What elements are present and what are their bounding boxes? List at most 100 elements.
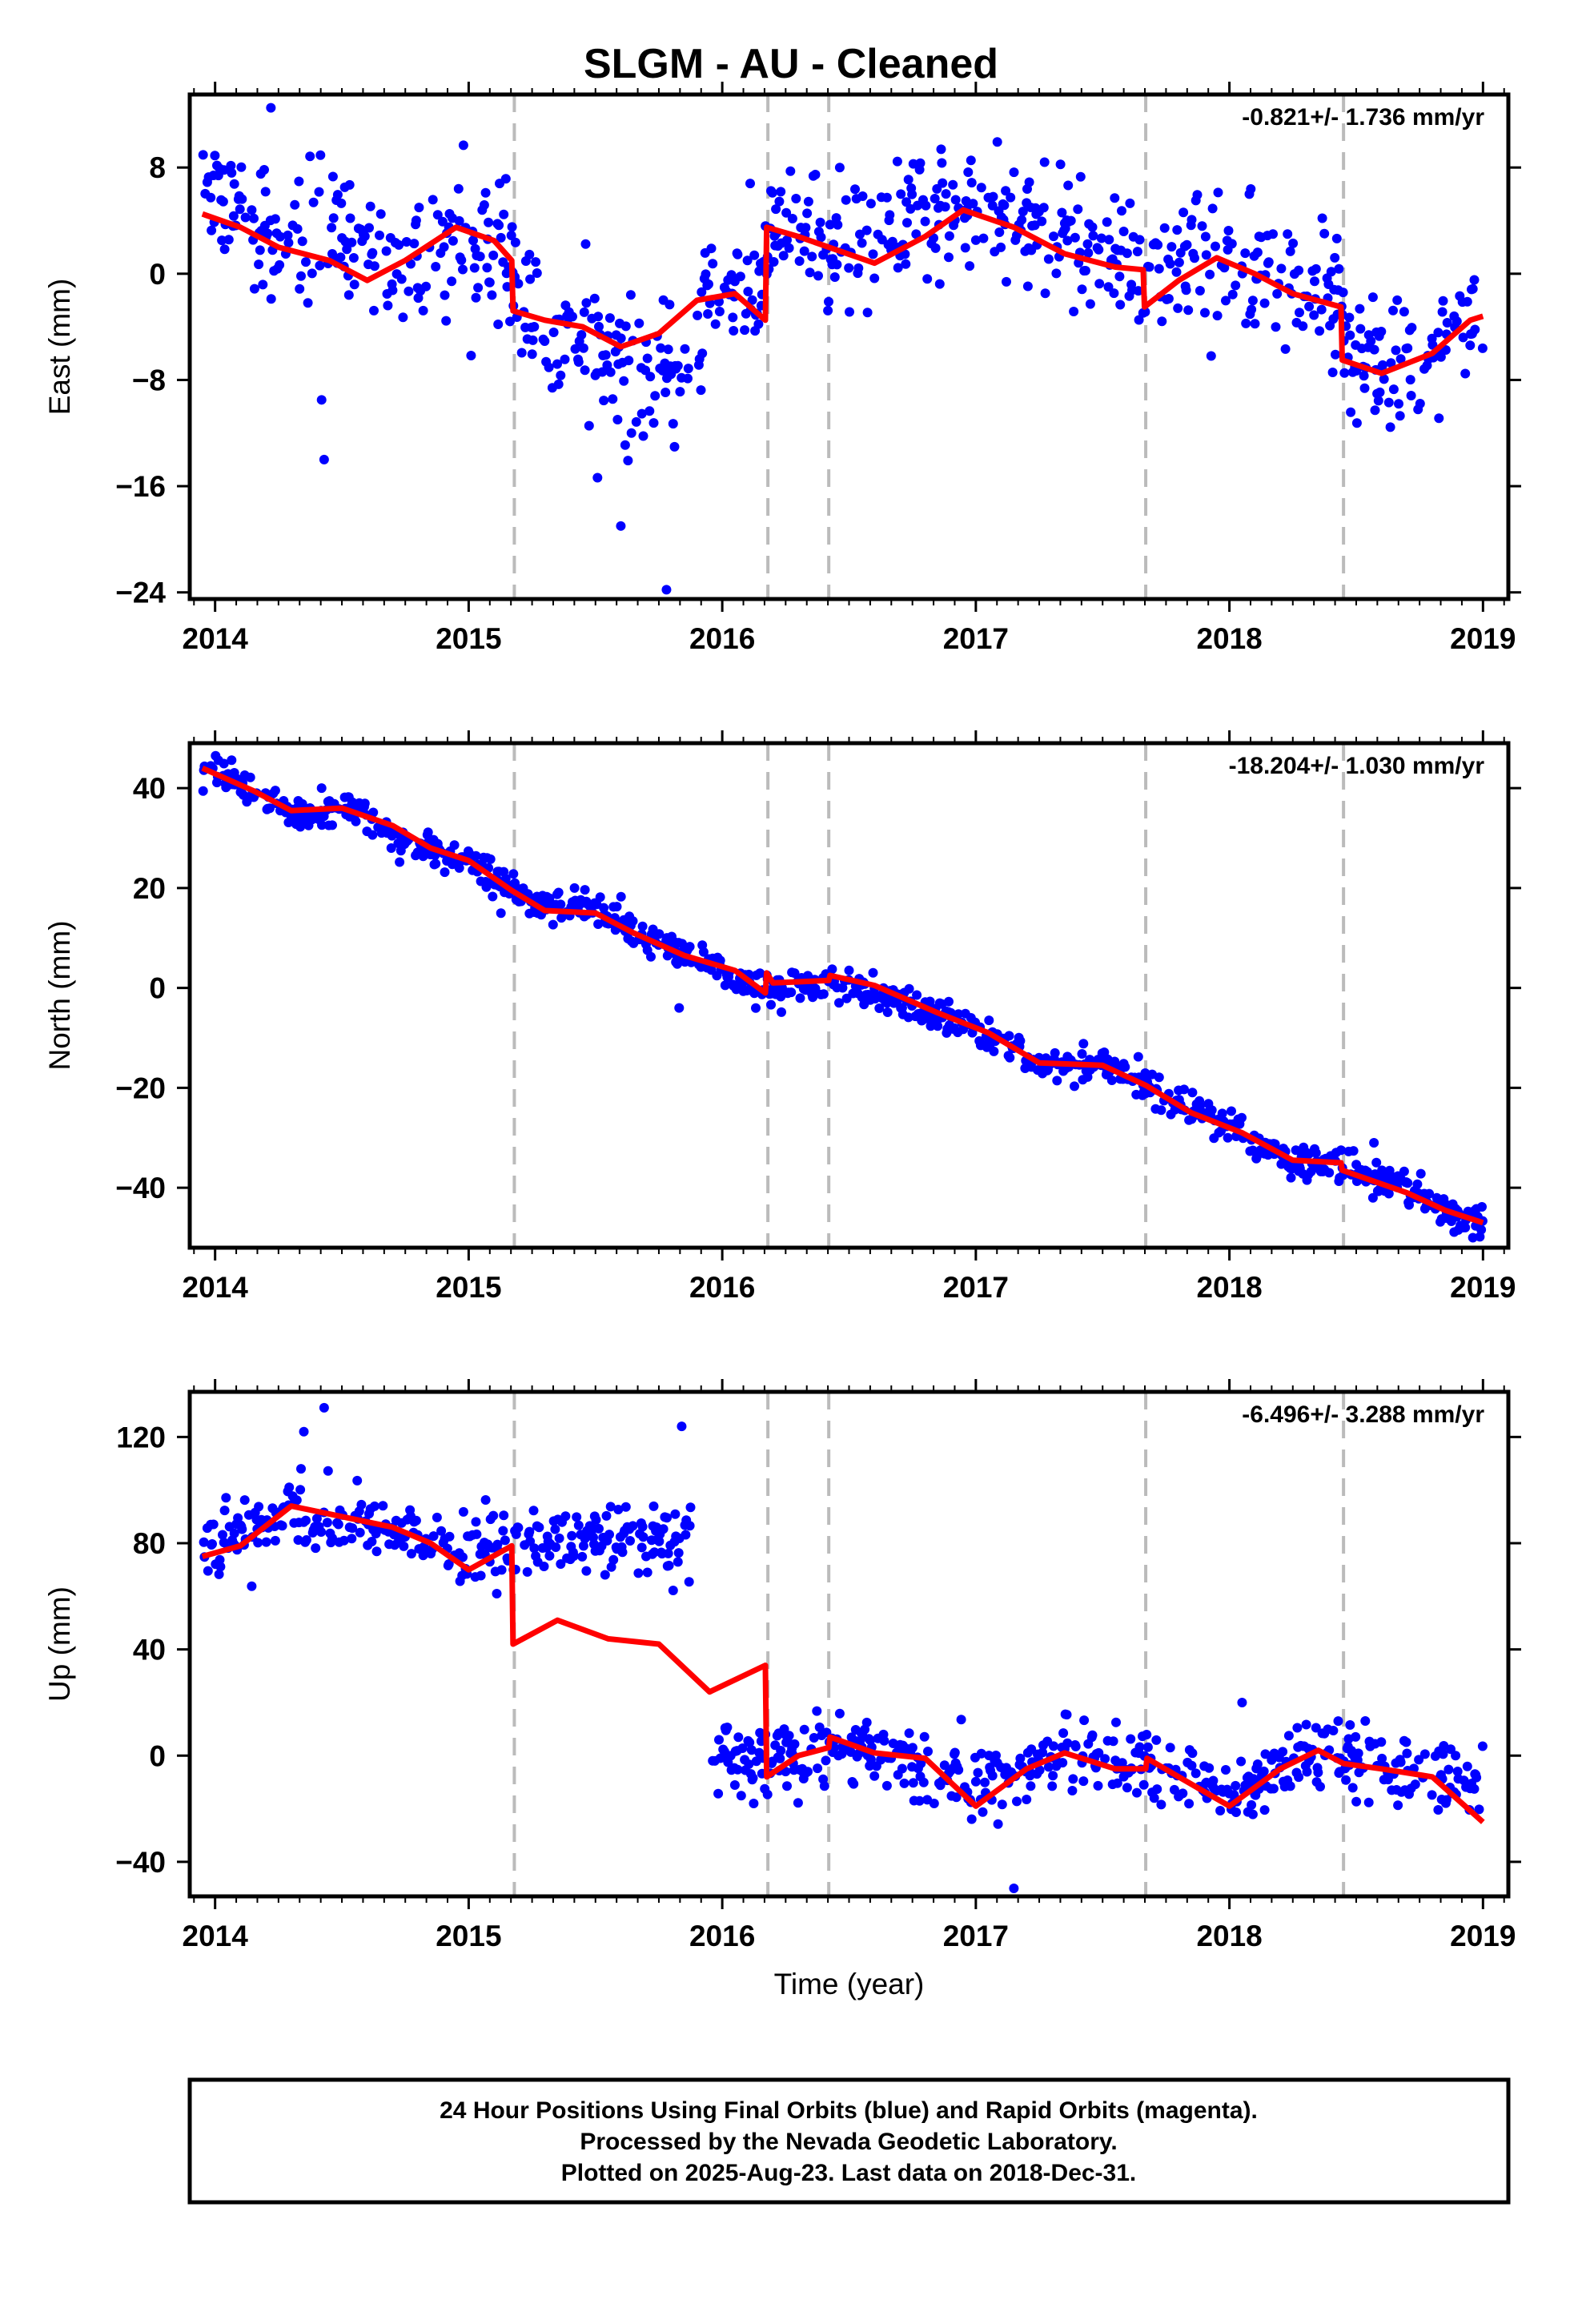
y-tick-label: −8 [132,364,166,396]
data-point [850,184,860,195]
data-point [951,1792,962,1803]
data-point [219,244,230,255]
data-point [506,231,516,240]
data-point [1383,397,1394,408]
data-point [904,983,914,994]
x-tick-label: 2014 [183,1271,249,1304]
data-point [1283,1731,1294,1741]
data-point [568,312,577,322]
data-point [966,178,977,188]
data-point [295,283,305,294]
data-point [608,1554,619,1565]
data-point [1043,1762,1054,1772]
data-point [1109,288,1119,299]
data-point [937,158,947,168]
data-point [1458,332,1468,343]
data-point [344,179,355,190]
data-point [327,1533,337,1543]
data-point [444,1559,454,1569]
data-point [1215,1806,1226,1815]
data-point [834,1708,845,1719]
data-point [1066,215,1076,226]
data-point [1399,307,1409,317]
data-point [1047,1781,1058,1791]
data-point [1438,296,1448,306]
data-point [235,204,245,215]
data-point [808,992,818,1003]
data-point [1468,1232,1478,1243]
data-point [493,320,504,329]
data-point [784,1731,794,1741]
data-point [249,213,259,223]
data-point [540,336,550,346]
data-point [1260,1749,1271,1759]
data-point [333,1519,343,1530]
data-point [1252,247,1263,258]
data-point [1414,1755,1424,1765]
data-point [1009,167,1019,178]
data-point [1237,1697,1247,1707]
data-point [1005,1052,1015,1063]
data-point [656,343,666,353]
data-point [1351,418,1362,428]
data-point [275,231,285,242]
data-point [816,232,826,243]
data-point [929,1799,939,1808]
x-tick-label: 2015 [436,1920,501,1952]
data-point [1433,328,1443,338]
data-point [1465,340,1476,351]
data-point [1294,265,1304,275]
data-point [218,196,228,207]
data-point [791,194,801,203]
data-point [1435,352,1446,362]
data-point [207,225,217,235]
data-point [381,246,391,256]
data-point [1280,344,1291,354]
data-point [857,191,868,201]
data-point [1055,159,1066,170]
y-tick-label: 8 [149,151,166,184]
data-point [899,1778,909,1788]
data-point [882,1007,893,1017]
data-point [447,276,457,287]
data-point [978,1807,988,1817]
data-point [1353,1748,1363,1759]
x-tick-label: 2014 [183,1920,249,1952]
data-point [371,1546,382,1557]
data-point [401,237,412,247]
data-point [432,210,443,220]
data-point [226,160,236,171]
data-point [703,309,713,319]
panel-east: 2014 2015 2016 2017 2018 2019 −24 −16 −8 0 8 East (… [43,82,1521,655]
data-point [1434,413,1444,424]
data-point [1083,247,1094,258]
data-point [803,196,813,207]
data-point [1236,1756,1247,1767]
data-point [628,1521,638,1531]
data-point [1452,316,1462,327]
data-point [347,1534,357,1544]
data-point [581,1566,592,1576]
data-point [1377,1753,1387,1763]
data-point [1331,349,1340,360]
data-point [1407,323,1417,333]
data-point [735,271,745,282]
data-point [746,1745,757,1755]
data-point [1376,1737,1387,1747]
data-point [1316,304,1327,315]
data-point [1062,1738,1073,1748]
data-point [1082,1072,1093,1082]
data-point [954,1765,964,1775]
data-point [1118,227,1129,236]
data-point [625,290,636,300]
data-point [1401,1737,1411,1747]
data-point [529,322,540,332]
data-point [1252,1759,1263,1769]
data-point [685,942,695,952]
data-point [903,175,913,185]
data-point [696,385,706,396]
data-point [1002,276,1011,287]
data-point [633,1568,644,1578]
data-point [680,344,690,354]
data-point [529,1543,540,1554]
